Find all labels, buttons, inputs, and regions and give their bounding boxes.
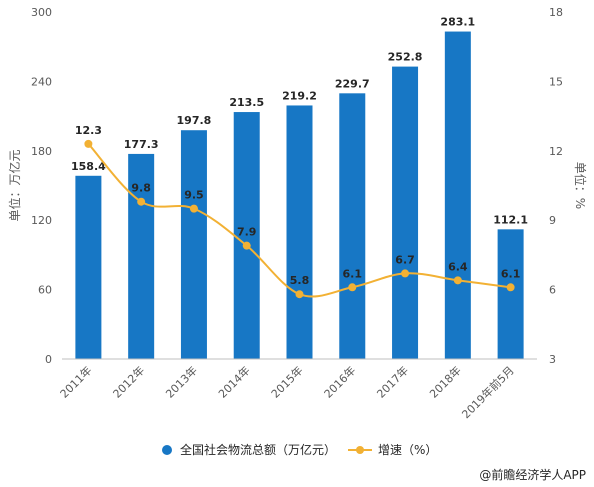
line-value-label: 7.9 — [237, 226, 257, 239]
left-y-tick-label: 60 — [38, 284, 52, 297]
bar — [286, 105, 313, 359]
right-y-tick-label: 12 — [549, 145, 563, 158]
line-point — [506, 283, 515, 292]
bar-value-label: 252.8 — [388, 51, 423, 64]
right-y-tick-label: 15 — [549, 75, 563, 88]
x-tick-label: 2011年 — [57, 363, 94, 400]
bar-value-label: 158.4 — [71, 160, 106, 173]
line-value-label: 6.1 — [501, 267, 521, 280]
left-y-tick-label: 240 — [31, 75, 52, 88]
bar-value-label: 219.2 — [282, 89, 317, 102]
x-tick-label: 2016年 — [321, 363, 358, 400]
right-y-tick-label: 18 — [549, 6, 563, 19]
left-axis-label: 单位：万亿元 — [7, 149, 22, 221]
bar — [233, 112, 260, 359]
left-y-tick-label: 180 — [31, 145, 52, 158]
bar-value-label: 213.5 — [229, 96, 264, 109]
legend-bar-swatch — [162, 445, 172, 455]
line-value-label: 6.7 — [395, 253, 415, 266]
x-tick-label: 2017年 — [374, 363, 411, 400]
x-tick-label: 2015年 — [268, 363, 305, 400]
legend-line-label: 增速（%） — [378, 443, 437, 457]
x-tick-label: 2019年前5月 — [459, 363, 517, 421]
x-tick-label: 2014年 — [215, 363, 252, 400]
bar — [392, 66, 419, 359]
bar-series: 158.4 177.3 197.8 213.5 219.2 229.7 252.8 283.1… — [71, 16, 528, 360]
line-value-label: 6.4 — [448, 260, 468, 273]
bar — [75, 175, 102, 359]
line-value-label: 12.3 — [75, 124, 102, 137]
line-value-label: 9.5 — [184, 189, 204, 202]
bar-value-label: 229.7 — [335, 77, 370, 90]
bar-value-label: 197.8 — [177, 114, 212, 127]
bar — [339, 93, 366, 360]
line-value-label: 5.8 — [290, 274, 310, 287]
line-point — [137, 197, 146, 206]
line-point — [84, 139, 93, 148]
line-point — [189, 204, 198, 213]
line-point — [295, 290, 304, 299]
right-y-axis: 3 6 9 12 15 18 — [549, 6, 563, 366]
x-tick-label: 2012年 — [110, 363, 147, 400]
x-tick-label: 2018年 — [426, 363, 463, 400]
bar — [128, 153, 155, 359]
left-y-tick-label: 300 — [31, 6, 52, 19]
legend-bar-label: 全国社会物流总额（万亿元） — [180, 442, 336, 457]
x-axis: 2011年 2012年 2013年 2014年 2015年 2016年 2017年 2018年… — [57, 363, 517, 421]
x-tick-label: 2013年 — [163, 363, 200, 400]
bar — [497, 229, 524, 359]
line-point — [453, 276, 462, 285]
right-axis-label: 单位：% — [573, 162, 588, 209]
line-point — [242, 241, 251, 250]
bar-value-label: 177.3 — [124, 138, 159, 151]
bar — [444, 31, 471, 359]
left-y-tick-label: 0 — [45, 353, 52, 366]
right-y-tick-label: 3 — [549, 353, 556, 366]
bar — [180, 130, 207, 359]
right-y-tick-label: 6 — [549, 284, 556, 297]
legend-line-dot — [356, 446, 364, 454]
source-credit: @前瞻经济学人APP — [479, 467, 586, 482]
bar-value-label: 112.1 — [493, 213, 528, 226]
bar-value-label: 283.1 — [440, 16, 475, 29]
line-value-label: 6.1 — [343, 267, 363, 280]
line-point — [401, 269, 410, 278]
line-point — [348, 283, 357, 292]
line-series: 12.3 9.8 9.5 7.9 5.8 6.1 6.7 6.4 6.1 — [75, 124, 521, 299]
right-y-tick-label: 9 — [549, 214, 556, 227]
left-y-axis: 0 60 120 180 240 300 — [31, 6, 52, 366]
legend: 全国社会物流总额（万亿元） 增速（%） — [162, 442, 437, 457]
line-value-label: 9.8 — [131, 182, 151, 195]
left-y-tick-label: 120 — [31, 214, 52, 227]
